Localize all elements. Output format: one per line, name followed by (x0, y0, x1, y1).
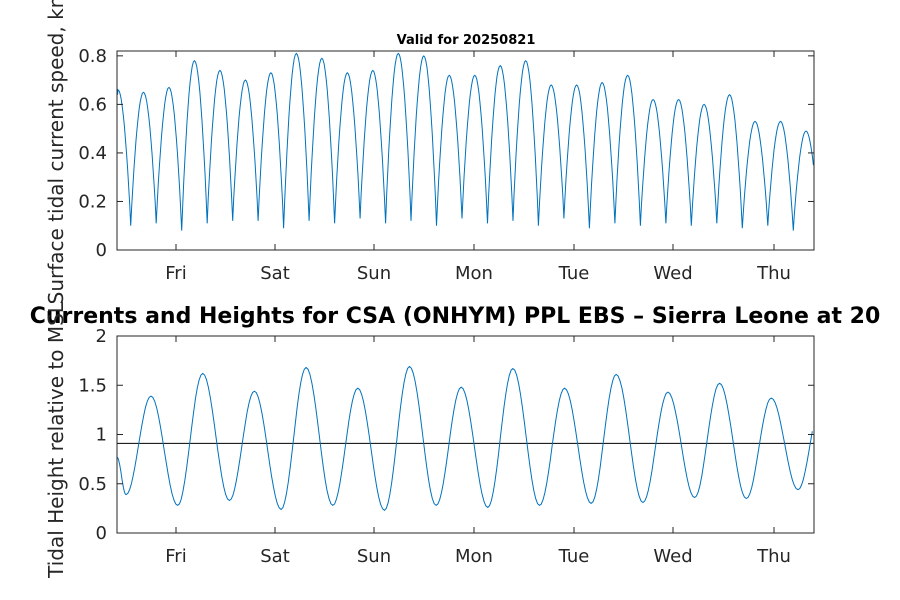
speed-y-tick-label: 0 (96, 240, 107, 261)
speed-chart: 0 0.2 0.4 0.6 0.8 Fri Sat Sun Mon Tue Wed Thu Vali… (44, 0, 815, 304)
speed-series-line (117, 52, 814, 231)
height-x-ticks: Fri Sat Sun Mon Tue Wed Thu (165, 336, 791, 567)
height-plot-marks (116, 365, 814, 511)
height-chart: 0 0.5 1 1.5 2 Fri Sat Sun Mon Tue Wed Thu Currents… (30, 301, 881, 579)
speed-x-tick-label: Sun (357, 263, 391, 284)
height-y-tick-label: 1.5 (78, 375, 107, 396)
height-x-tick-label: Sun (357, 546, 391, 567)
speed-x-tick-label: Wed (653, 263, 692, 284)
speed-x-tick-label: Thu (756, 263, 791, 284)
speed-x-ticks: Fri Sat Sun Mon Tue Wed Thu (165, 51, 791, 284)
height-x-tick-label: Mon (455, 546, 493, 567)
height-y-tick-label: 0.5 (78, 474, 107, 495)
speed-y-tick-label: 0.2 (78, 191, 107, 212)
height-y-ticks: 0 0.5 1 1.5 2 (78, 326, 814, 544)
speed-y-ticks: 0 0.2 0.4 0.6 0.8 (78, 46, 814, 261)
speed-chart-title: Valid for 20250821 (397, 33, 536, 48)
speed-x-tick-label: Mon (455, 263, 493, 284)
speed-y-axis-label: Surface tidal current speed, kn (44, 0, 68, 304)
height-series-line (116, 365, 813, 511)
speed-y-tick-label: 0.8 (78, 46, 107, 67)
speed-x-tick-label: Sat (260, 263, 290, 284)
height-x-tick-label: Sat (260, 546, 290, 567)
height-y-tick-label: 1 (96, 425, 107, 446)
speed-y-tick-label: 0.6 (78, 94, 107, 115)
speed-plot-marks (117, 52, 814, 231)
speed-x-tick-label: Tue (558, 263, 590, 284)
height-plot-area (117, 336, 814, 533)
height-x-tick-label: Tue (558, 546, 590, 567)
height-x-tick-label: Wed (653, 546, 692, 567)
height-y-tick-label: 2 (96, 326, 107, 347)
speed-y-tick-label: 0.4 (78, 143, 107, 164)
height-y-axis-label: Tidal Height relative to MSL (44, 301, 68, 579)
speed-axes-box (116, 50, 815, 251)
height-chart-title: Currents and Heights for CSA (ONHYM) PPL… (30, 304, 881, 329)
speed-x-tick-label: Fri (165, 263, 186, 284)
height-y-tick-label: 0 (96, 523, 107, 544)
height-x-tick-label: Fri (165, 546, 186, 567)
height-x-tick-label: Thu (756, 546, 791, 567)
